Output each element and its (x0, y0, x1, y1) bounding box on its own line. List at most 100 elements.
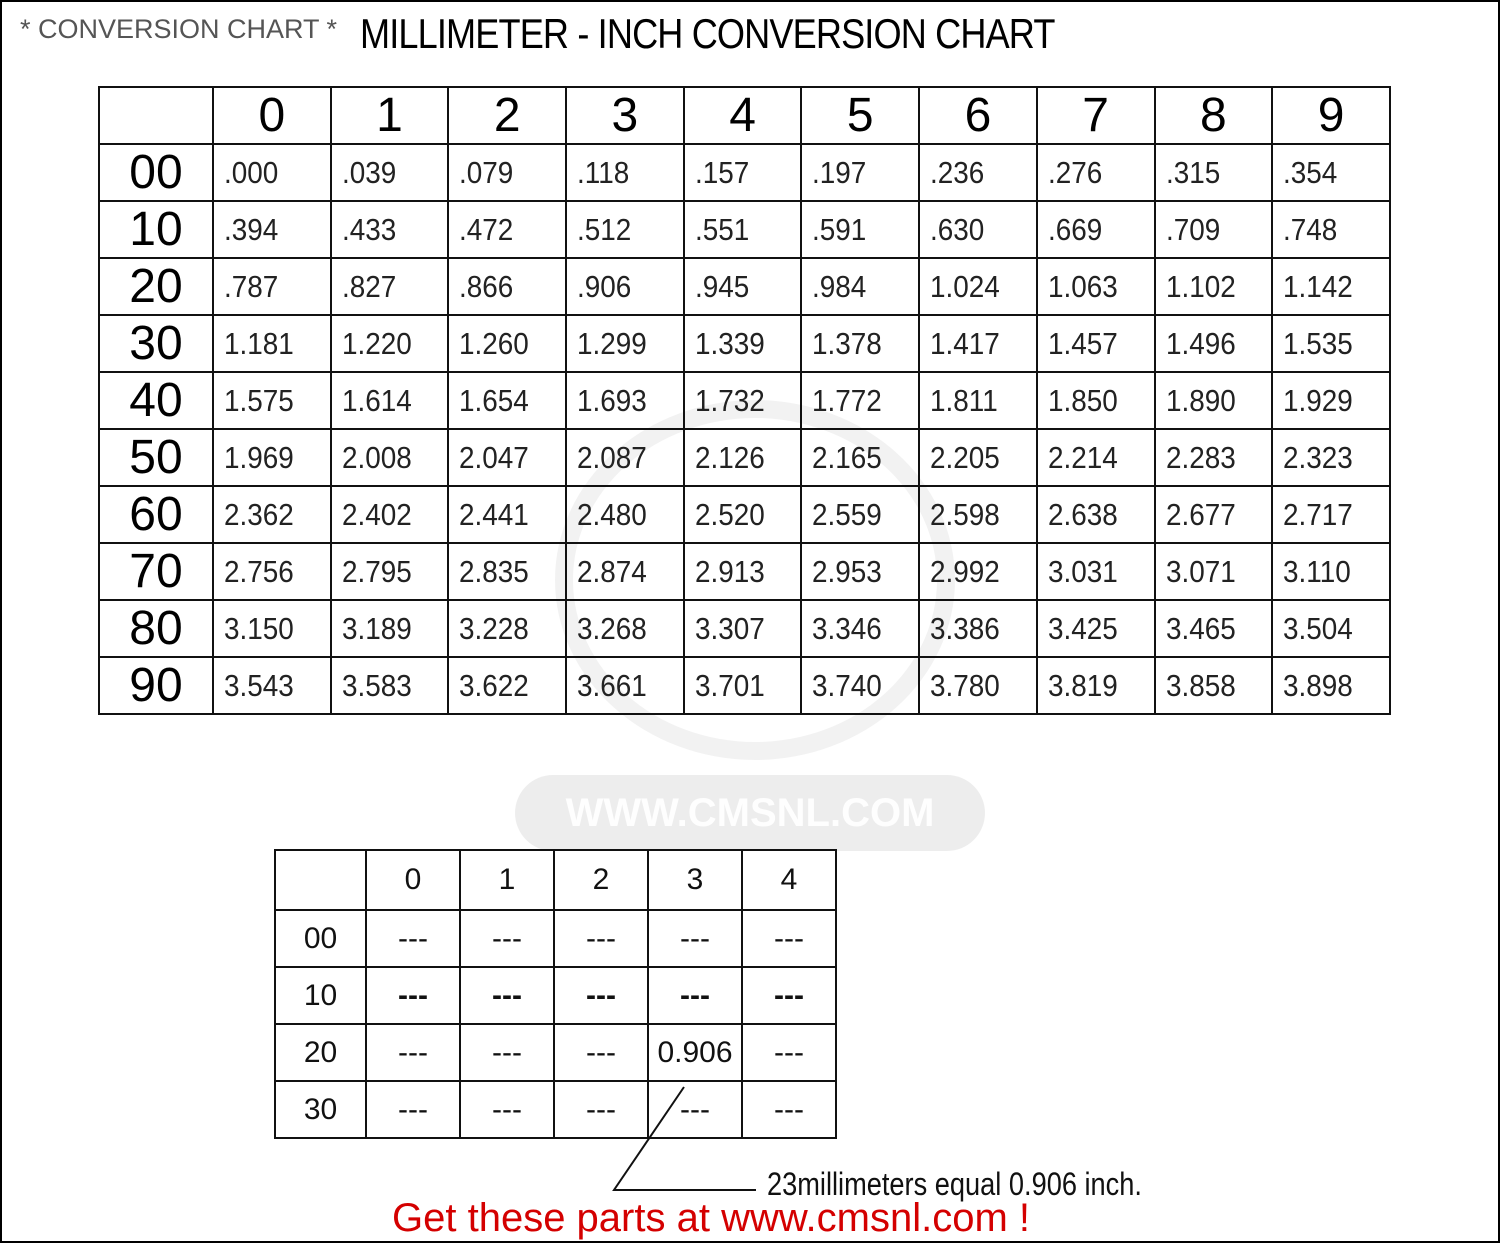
cell-value: .315 (1165, 154, 1220, 190)
table-cell: 1.890 (1153, 371, 1274, 430)
table-cell: .984 (800, 257, 921, 316)
cell-value: .709 (1165, 211, 1220, 247)
table-cell: 2.795 (329, 542, 450, 601)
cell-value: 3.346 (812, 610, 883, 646)
table-cell: 2.480 (565, 485, 685, 544)
table-cell: 2.126 (682, 428, 803, 487)
table-cell: 1.457 (1035, 314, 1156, 373)
table-cell: 2.165 (800, 428, 921, 487)
cell-value: .118 (577, 154, 630, 190)
column-header: 9 (1271, 86, 1391, 145)
row-header: 10 (98, 200, 214, 259)
column-header: 5 (800, 86, 921, 145)
table-cell: 3.504 (1271, 599, 1391, 658)
table-cell: .551 (682, 200, 803, 259)
column-header: 8 (1153, 86, 1274, 145)
cell-value: 2.008 (341, 439, 412, 475)
table-cell: 0.906 (647, 1023, 743, 1082)
row-header: 20 (98, 257, 214, 316)
cell-value: 3.425 (1047, 610, 1118, 646)
column-header: 3 (647, 849, 743, 911)
cell-value: 1.102 (1165, 268, 1236, 304)
subtitle: * CONVERSION CHART * (20, 14, 338, 44)
cell-value: 1.181 (224, 325, 294, 361)
table-cell: .787 (212, 257, 332, 316)
cta-link[interactable]: Get these parts at www.cmsnl.com ! (392, 1196, 1030, 1240)
table-cell: .866 (447, 257, 568, 316)
cell-value: 2.087 (577, 439, 647, 475)
cell-value: .354 (1283, 154, 1338, 190)
table-cell: --- (647, 909, 743, 968)
table-cell: 2.874 (565, 542, 685, 601)
table-cell: 1.378 (800, 314, 921, 373)
cell-value: .157 (694, 154, 750, 190)
table-cell: 2.992 (918, 542, 1038, 601)
table-cell: --- (647, 966, 743, 1025)
table-cell: 1.496 (1153, 314, 1274, 373)
cell-value: .827 (341, 268, 396, 304)
table-cell: 1.299 (565, 314, 685, 373)
cell-value: 3.307 (694, 610, 765, 646)
corner-cell (274, 849, 367, 911)
table-cell: 2.598 (918, 485, 1038, 544)
table-row: 40 1.575 1.614 1.654 1.693 1.732 1.772 1.811 1.8… (98, 371, 1391, 430)
cell-value: 1.929 (1283, 382, 1354, 418)
table-cell: 3.740 (800, 656, 921, 715)
row-header: 80 (98, 599, 214, 658)
cell-value: 2.677 (1165, 496, 1236, 532)
cell-value: 3.740 (812, 667, 883, 703)
table-cell: --- (553, 1023, 649, 1082)
cell-value: .984 (812, 268, 867, 304)
cell-value: 3.661 (577, 667, 647, 703)
table-row: 00 .000 .039 .079 .118 .157 .197 .236 .276 .315 .3… (98, 143, 1391, 202)
table-cell: 2.214 (1035, 428, 1156, 487)
table-cell: 1.850 (1035, 371, 1156, 430)
example-note: 23millimeters equal 0.906 inch. (767, 1166, 1142, 1202)
cell-value: .669 (1047, 211, 1103, 247)
row-header: 40 (98, 371, 214, 430)
table-cell: .354 (1271, 143, 1391, 202)
row-header: 50 (98, 428, 214, 487)
corner-cell (98, 86, 214, 145)
column-header: 7 (1035, 86, 1156, 145)
cell-value: 1.811 (930, 382, 998, 418)
conversion-table: 0 1 2 3 4 5 6 7 8 9 00.000.039.079.118.157.197.236… (98, 86, 1391, 715)
column-header: 1 (329, 86, 450, 145)
table-row: 10 .394 .433 .472 .512 .551 .591 .630 .669 .709 .7… (98, 200, 1391, 259)
table-cell: 3.307 (682, 599, 803, 658)
table-cell: .039 (329, 143, 450, 202)
row-header: 70 (98, 542, 214, 601)
table-cell: .591 (800, 200, 921, 259)
table-cell: 2.362 (212, 485, 332, 544)
table-cell: 3.189 (329, 599, 450, 658)
cell-value: 2.441 (459, 496, 530, 532)
table-cell: 2.087 (565, 428, 685, 487)
cell-value: 3.150 (224, 610, 294, 646)
row-header: 90 (98, 656, 214, 715)
table-cell: 2.283 (1153, 428, 1274, 487)
column-header: 2 (447, 86, 568, 145)
cell-value: 1.457 (1047, 325, 1118, 361)
cell-value: 2.795 (341, 553, 412, 589)
table-cell: 2.638 (1035, 485, 1156, 544)
table-cell: 1.220 (329, 314, 450, 373)
cell-value: 2.047 (459, 439, 530, 475)
cell-value: 2.559 (812, 496, 883, 532)
table-cell: .197 (800, 143, 921, 202)
cell-value: 3.701 (694, 667, 765, 703)
table-cell: 1.142 (1271, 257, 1391, 316)
cell-value: 1.575 (224, 382, 294, 418)
table-cell: 1.535 (1271, 314, 1391, 373)
table-cell: .709 (1153, 200, 1274, 259)
row-header: 00 (274, 909, 367, 968)
cell-value: 2.756 (224, 553, 294, 589)
table-cell: 2.402 (329, 485, 450, 544)
table-row: 70 2.756 2.795 2.835 2.874 2.913 2.953 2.992 3.0… (98, 542, 1391, 601)
page-title: MILLIMETER - INCH CONVERSION CHART (360, 10, 1055, 57)
cell-value: 1.260 (459, 325, 530, 361)
cell-value: 2.480 (577, 496, 647, 532)
cell-value: .433 (341, 211, 396, 247)
table-cell: --- (741, 909, 837, 968)
cell-value: 2.520 (694, 496, 765, 532)
cell-value: 3.031 (1047, 553, 1118, 589)
